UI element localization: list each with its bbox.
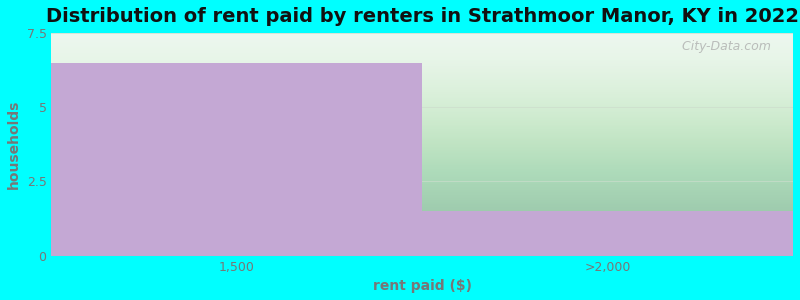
Y-axis label: households: households — [7, 100, 21, 189]
Bar — [422, 211, 793, 256]
Title: Distribution of rent paid by renters in Strathmoor Manor, KY in 2022: Distribution of rent paid by renters in … — [46, 7, 798, 26]
Text: City-Data.com: City-Data.com — [674, 40, 771, 53]
Bar — [51, 63, 422, 256]
X-axis label: rent paid ($): rent paid ($) — [373, 279, 472, 293]
